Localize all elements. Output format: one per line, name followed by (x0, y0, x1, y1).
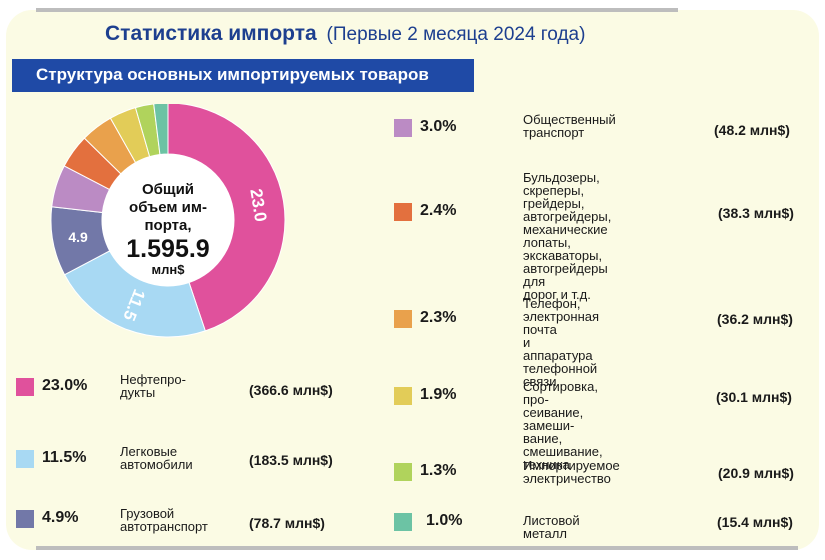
legend-value: (36.2 млн$) (717, 311, 793, 327)
legend-name: Листовой металл (523, 513, 580, 541)
bottom-rule (36, 546, 798, 550)
legend-value: (78.7 млн$) (249, 515, 325, 531)
center-line-3: порта, (144, 217, 191, 234)
center-line-2: объем им- (129, 199, 207, 216)
legend-value: (183.5 млн$) (249, 452, 333, 468)
legend-name: Общественный транспорт (523, 112, 616, 140)
top-rule (36, 8, 678, 12)
legend-percent: 2.3% (420, 309, 457, 326)
legend-percent: 4.9% (42, 509, 79, 526)
page-title: Статистика импорта (Первые 2 месяца 2024… (105, 22, 585, 46)
title-main: Статистика импорта (105, 22, 317, 45)
legend-name: Бульдозеры, скреперы, грейдеры, автогрейде… (523, 170, 612, 302)
legend-swatch (394, 119, 412, 137)
legend-percent: 11.5% (42, 449, 87, 466)
legend-name: Сортировка, про-сеивание, замеши-вание, … (523, 379, 603, 472)
legend-swatch (16, 450, 34, 468)
donut-chart: 23.011.54.9 Общий объем им- порта, 1.595… (50, 104, 286, 338)
center-unit: млн$ (152, 262, 186, 277)
legend-name: Легковые автомобили (120, 444, 193, 472)
legend-percent: 1.3% (420, 462, 457, 479)
legend-value: (38.3 млн$) (718, 205, 794, 221)
legend-name: Телефон, электронная почта и аппаратура тел… (523, 296, 600, 389)
banner-text: Структура основных импортируемых товаров (36, 65, 429, 84)
legend-swatch (394, 310, 412, 328)
legend-swatch (394, 203, 412, 221)
section-banner: Структура основных импортируемых товаров (12, 59, 474, 92)
legend-name: Грузовой автотранспорт (120, 506, 208, 534)
legend-percent: 3.0% (420, 118, 457, 135)
legend-value: (366.6 млн$) (249, 382, 333, 398)
legend-percent: 1.9% (420, 386, 457, 403)
legend-value: (15.4 млн$) (717, 514, 793, 530)
donut-hole (102, 154, 234, 286)
center-line-1: Общий (142, 181, 194, 198)
donut-slice-label: 4.9 (68, 229, 88, 245)
legend-swatch (16, 510, 34, 528)
legend-value: (20.9 млн$) (718, 465, 794, 481)
legend-name: Импортируемое электричество (523, 458, 620, 486)
legend-name: Нефтепро-дукты (120, 372, 186, 400)
legend-swatch (394, 513, 412, 531)
legend-swatch (16, 378, 34, 396)
legend-percent: 23.0% (42, 377, 88, 394)
center-total: 1.595.9 (126, 235, 209, 263)
legend-percent: 2.4% (420, 202, 457, 219)
legend-swatch (394, 387, 412, 405)
title-subtitle: (Первые 2 месяца 2024 года) (326, 24, 586, 45)
legend-value: (30.1 млн$) (716, 389, 792, 405)
legend-percent: 1.0% (426, 512, 463, 529)
legend-swatch (394, 463, 412, 481)
legend-value: (48.2 млн$) (714, 122, 790, 138)
